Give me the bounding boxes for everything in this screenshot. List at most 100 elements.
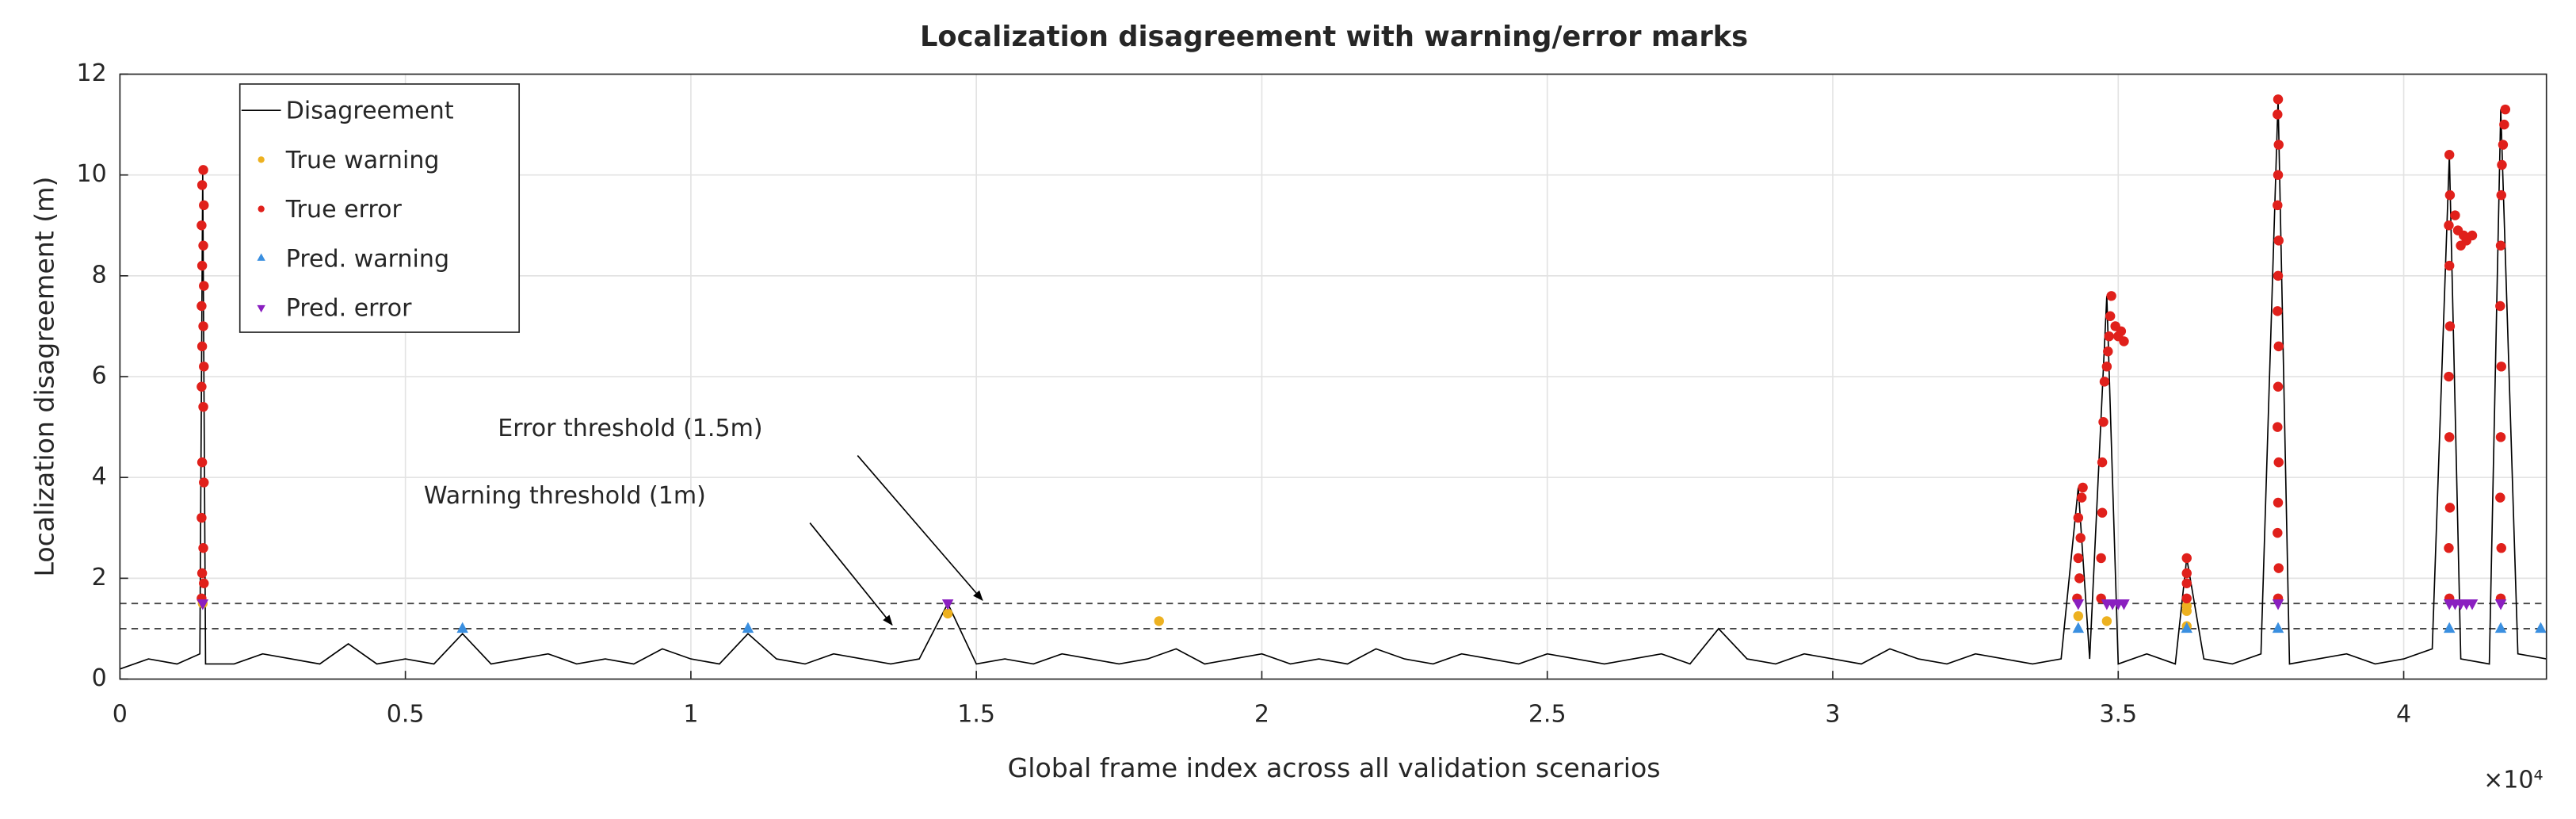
x-tick-label: 3.5 xyxy=(2099,701,2137,729)
data-point xyxy=(2116,326,2127,337)
data-point xyxy=(198,165,208,175)
data-point xyxy=(2273,109,2283,120)
data-point xyxy=(2273,200,2283,211)
data-point xyxy=(197,341,208,352)
data-point xyxy=(2106,291,2116,301)
legend-marker xyxy=(258,156,265,163)
data-point xyxy=(942,608,953,619)
data-point xyxy=(2078,482,2088,493)
data-point xyxy=(2496,362,2506,372)
data-point xyxy=(198,542,208,553)
data-point xyxy=(198,240,208,251)
x-tick-label: 4 xyxy=(2396,701,2411,729)
data-point xyxy=(2495,240,2506,251)
data-point xyxy=(2444,150,2455,160)
data-point xyxy=(2273,140,2284,150)
x-axis-label: Global frame index across all validation… xyxy=(1008,752,1661,783)
data-point xyxy=(197,381,207,392)
data-point xyxy=(2181,601,2192,611)
data-point xyxy=(2495,492,2505,503)
y-tick-label: 10 xyxy=(77,160,107,188)
data-point xyxy=(2450,210,2460,220)
data-point xyxy=(2181,553,2192,564)
x-exponent: ×10⁴ xyxy=(2483,767,2543,794)
data-point xyxy=(2273,457,2284,468)
data-point xyxy=(2273,235,2284,246)
y-tick-label: 2 xyxy=(92,564,107,591)
data-point xyxy=(2466,599,2479,610)
y-tick-label: 4 xyxy=(92,463,107,491)
data-point xyxy=(2101,616,2112,626)
data-point xyxy=(2444,260,2455,271)
data-point xyxy=(197,260,208,271)
data-point xyxy=(742,622,754,633)
data-point xyxy=(2076,492,2087,503)
plot-frame xyxy=(119,73,2547,680)
data-point xyxy=(2097,457,2108,468)
legend-label: True warning xyxy=(285,147,440,174)
data-point xyxy=(2075,533,2086,543)
data-point xyxy=(197,568,208,579)
data-point xyxy=(2098,417,2109,427)
data-point xyxy=(2443,622,2456,633)
data-point xyxy=(2496,189,2506,201)
chart-title: Localization disagreement with warning/e… xyxy=(920,21,1748,53)
data-point xyxy=(2444,321,2456,331)
y-tick-label: 6 xyxy=(92,362,107,390)
data-point xyxy=(2499,119,2509,130)
data-point xyxy=(2097,507,2108,518)
data-point xyxy=(197,220,207,231)
data-point xyxy=(2273,497,2284,508)
data-point xyxy=(197,180,208,190)
data-point xyxy=(2444,189,2456,201)
data-point xyxy=(2496,542,2506,553)
data-point xyxy=(941,599,954,610)
annotation: Warning threshold (1m) xyxy=(424,482,706,510)
data-point xyxy=(2119,336,2129,346)
data-point xyxy=(2500,104,2511,115)
data-point xyxy=(2444,371,2454,382)
x-tick-label: 2 xyxy=(1254,701,1269,729)
data-point xyxy=(2535,622,2547,633)
legend-label: True error xyxy=(285,196,403,224)
data-point xyxy=(198,321,208,331)
data-point xyxy=(2101,362,2112,372)
data-point xyxy=(1154,616,1164,626)
y-axis-label: Localization disagreement (m) xyxy=(29,177,60,577)
data-point xyxy=(2273,527,2283,538)
data-point xyxy=(199,477,209,488)
data-point xyxy=(199,578,209,588)
x-tick-label: 1 xyxy=(683,701,698,729)
data-point xyxy=(2181,568,2192,579)
data-point xyxy=(2073,512,2084,523)
x-tick-label: 3 xyxy=(1825,701,1840,729)
data-point xyxy=(197,512,207,523)
data-point xyxy=(2181,578,2192,588)
data-point xyxy=(2074,573,2085,584)
x-tick-label: 2.5 xyxy=(1528,701,1567,729)
data-point xyxy=(2181,593,2192,604)
data-point xyxy=(2073,610,2084,622)
data-point xyxy=(2273,563,2284,573)
data-point xyxy=(2073,553,2084,564)
data-point xyxy=(2181,622,2192,633)
data-point xyxy=(2497,159,2507,170)
data-point xyxy=(2272,599,2284,610)
data-point xyxy=(2118,599,2130,610)
data-point xyxy=(2273,170,2284,180)
data-point xyxy=(199,362,209,372)
data-point xyxy=(2273,341,2284,352)
data-point xyxy=(2273,270,2284,281)
data-point xyxy=(197,457,208,468)
legend-marker xyxy=(257,253,265,261)
legend-label: Pred. error xyxy=(286,295,412,323)
data-point xyxy=(2467,230,2478,241)
data-point xyxy=(2444,542,2454,553)
data-point xyxy=(2103,346,2113,357)
data-point xyxy=(2104,331,2114,342)
data-point xyxy=(199,281,209,291)
data-point xyxy=(456,622,468,633)
data-point xyxy=(2272,622,2284,633)
data-point xyxy=(2072,599,2085,610)
